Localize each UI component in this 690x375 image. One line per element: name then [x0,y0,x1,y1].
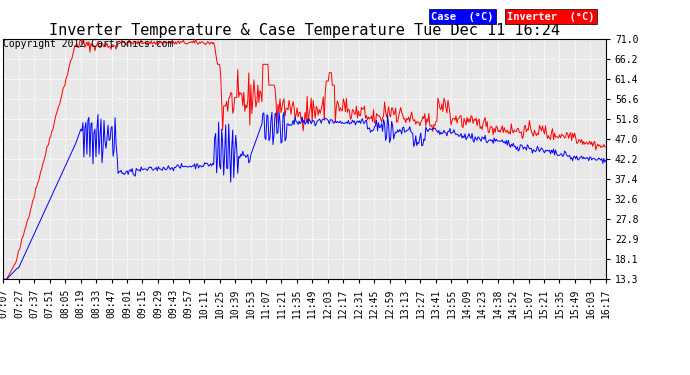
Title: Inverter Temperature & Case Temperature Tue Dec 11 16:24: Inverter Temperature & Case Temperature … [49,23,560,38]
Text: Copyright 2012 Cartronics.com: Copyright 2012 Cartronics.com [3,39,174,50]
Text: Inverter  (°C): Inverter (°C) [507,12,595,22]
Text: Case  (°C): Case (°C) [431,12,494,22]
